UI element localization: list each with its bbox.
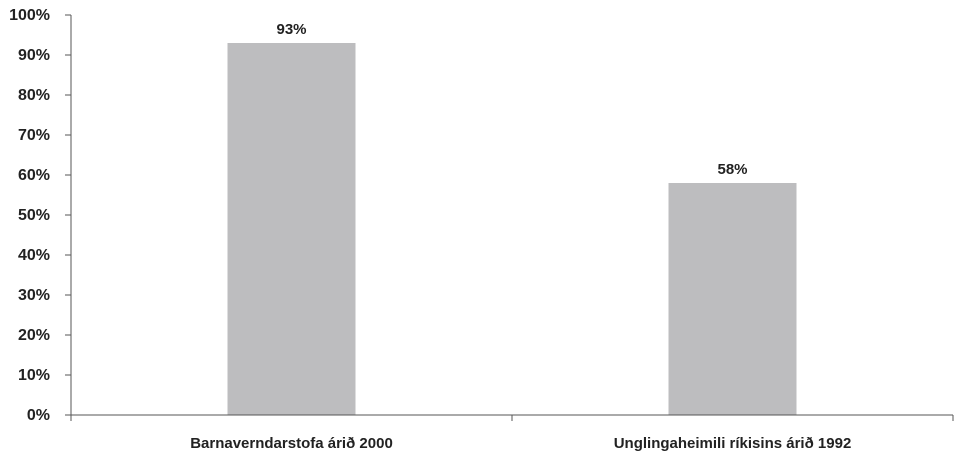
y-tick-label: 50% (18, 207, 50, 224)
y-tick-label: 90% (18, 47, 50, 64)
bar (668, 183, 797, 415)
bar (227, 43, 356, 415)
y-tick-label: 10% (18, 367, 50, 384)
y-tick-label: 0% (27, 407, 50, 424)
y-tick-label: 70% (18, 127, 50, 144)
y-tick-label: 30% (18, 287, 50, 304)
data-label: 58% (717, 161, 747, 178)
y-tick-label: 40% (18, 247, 50, 264)
y-tick-label: 20% (18, 327, 50, 344)
x-tick-label: Barnaverndarstofa árið 2000 (190, 435, 393, 452)
y-tick-label: 80% (18, 87, 50, 104)
data-label: 93% (276, 21, 306, 38)
x-tick-label: Unglingaheimili ríkisins árið 1992 (614, 435, 852, 452)
y-tick-label: 60% (18, 167, 50, 184)
y-tick-label: 100% (9, 7, 50, 24)
